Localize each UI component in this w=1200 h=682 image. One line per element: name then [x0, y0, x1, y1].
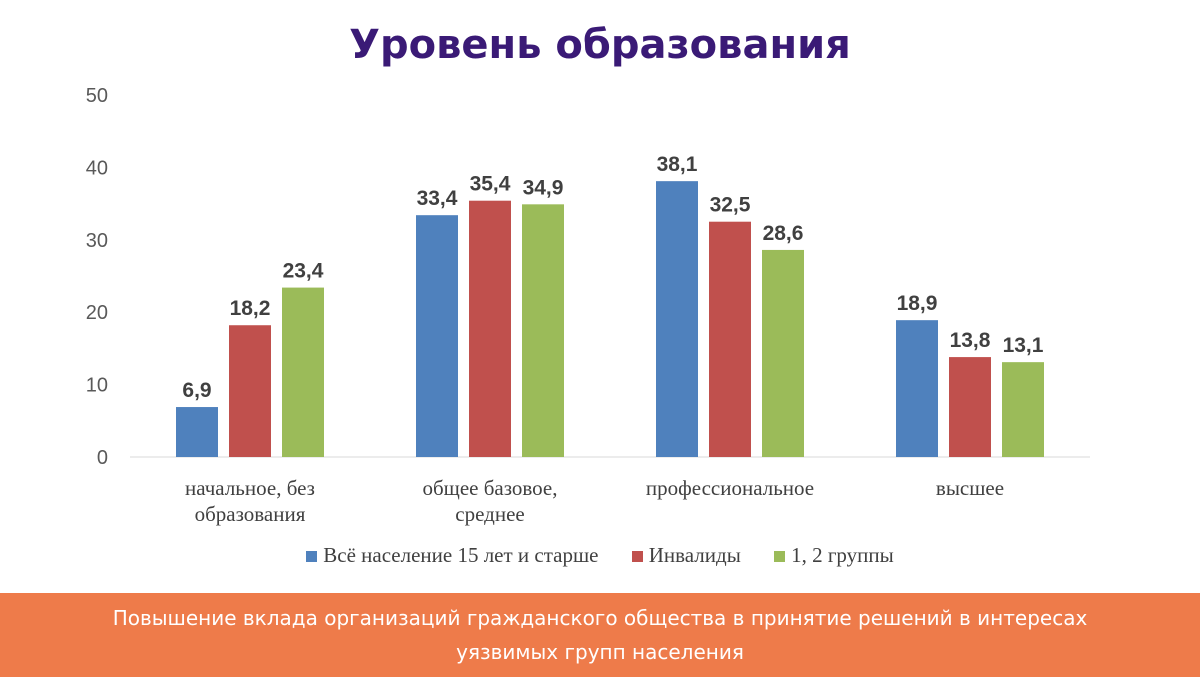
x-tick-label: начальное, без — [185, 476, 315, 500]
data-label: 23,4 — [283, 260, 324, 283]
data-label: 32,5 — [710, 194, 751, 217]
bar — [656, 181, 698, 457]
y-tick-label: 40 — [86, 157, 108, 179]
data-label: 35,4 — [470, 173, 511, 196]
bar — [1002, 362, 1044, 457]
bar-chart: 0 10 20 30 40 50 6,9 18,2 23,4 начальное, безобра… — [86, 85, 1090, 526]
banner-line: Повышение вклада организаций гражданског… — [112, 606, 1088, 630]
bar — [896, 320, 938, 457]
y-tick-label: 20 — [86, 302, 108, 324]
data-label: 18,2 — [230, 297, 271, 320]
data-label: 18,9 — [897, 292, 938, 315]
legend-label: Инвалиды — [648, 543, 741, 567]
data-label: 34,9 — [523, 176, 564, 199]
bar — [416, 215, 458, 457]
footer-banner: Повышение вклада организаций гражданског… — [0, 593, 1200, 677]
x-tick-label: профессиональное — [646, 476, 814, 500]
y-tick-label: 50 — [86, 85, 108, 107]
legend-item: 1, 2 группы — [774, 543, 894, 568]
bar — [176, 407, 218, 457]
x-tick-label: среднее — [455, 502, 524, 526]
data-label: 28,6 — [763, 222, 804, 245]
bar — [469, 200, 511, 458]
x-tick-label: общее базовое, — [422, 476, 557, 500]
y-tick-label: 0 — [97, 447, 108, 469]
legend-swatch — [306, 551, 318, 562]
x-tick-label: образования — [195, 502, 306, 526]
chart-title: Уровень образования — [349, 22, 851, 68]
legend-item: Всё население 15 лет и старше — [306, 543, 599, 568]
data-label: 13,8 — [950, 329, 991, 352]
y-tick-label: 10 — [86, 375, 108, 397]
bar — [949, 357, 991, 457]
legend-label: Всё население 15 лет и старше — [323, 543, 599, 567]
bar — [229, 325, 271, 457]
legend-swatch — [631, 551, 643, 562]
data-label: 6,9 — [182, 379, 211, 402]
banner-line: уязвимых групп населения — [456, 640, 744, 664]
bar — [762, 249, 804, 457]
bar — [709, 221, 751, 457]
legend-label: 1, 2 группы — [791, 543, 894, 567]
y-tick-label: 30 — [86, 230, 108, 252]
x-tick-label: высшее — [936, 476, 1004, 500]
bar — [282, 287, 324, 457]
legend-item: Инвалиды — [631, 543, 741, 568]
legend-swatch — [774, 551, 786, 562]
data-label: 13,1 — [1003, 334, 1044, 357]
data-label: 38,1 — [657, 153, 698, 176]
bar — [522, 204, 564, 457]
data-label: 33,4 — [417, 187, 458, 210]
legend: Всё население 15 лет и старше Инвалиды 1… — [0, 543, 1200, 568]
